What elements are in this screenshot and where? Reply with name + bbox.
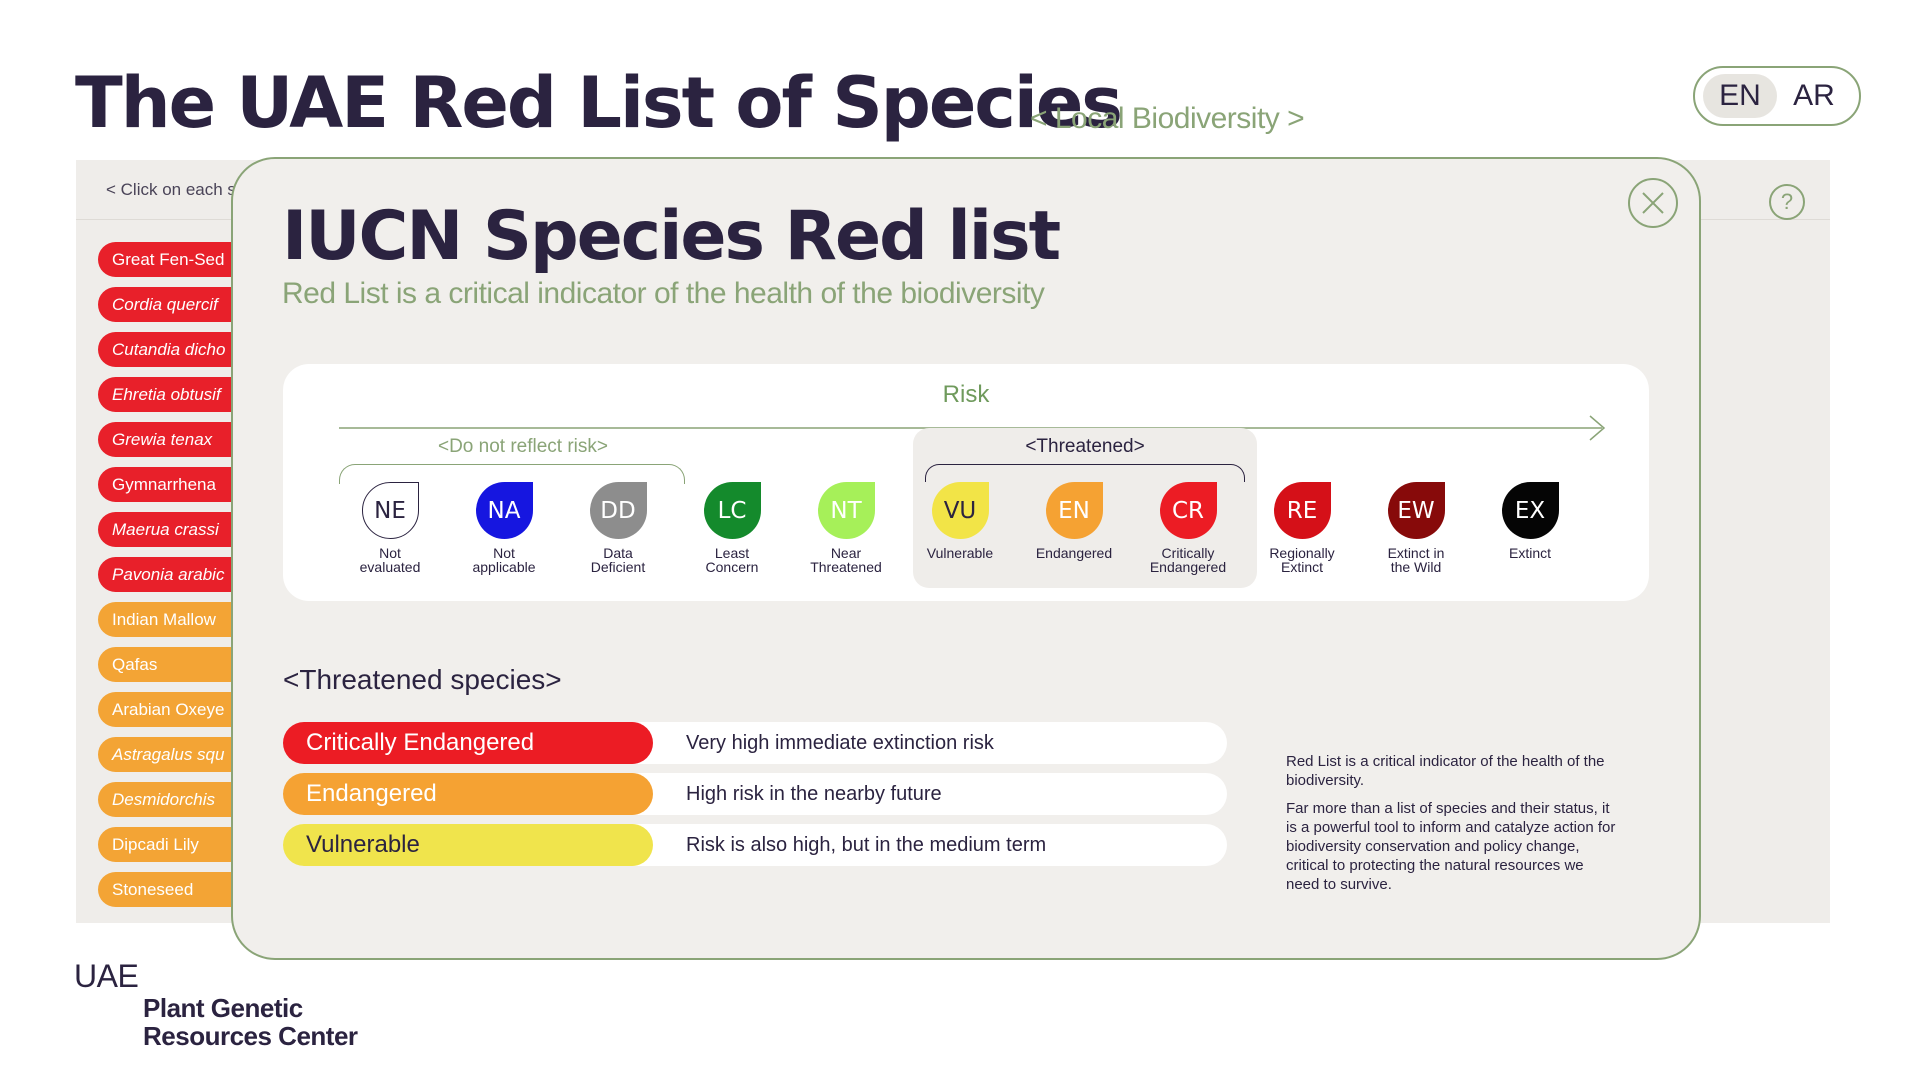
category-name-line-1: Not xyxy=(379,545,401,561)
threatened-species-heading: <Threatened species> xyxy=(283,664,562,695)
info-paragraph-1: Red List is a critical indicator of the … xyxy=(1286,753,1605,789)
category-name-line-1: Near xyxy=(830,545,862,561)
threatened-category-pill: Critically Endangered xyxy=(283,722,653,764)
category-name-line-1: Vulnerable xyxy=(926,545,994,561)
category-name-line-1: Not xyxy=(493,545,515,561)
category-na[interactable]: NA Not applicable xyxy=(454,482,554,574)
do-not-reflect-risk-bracket xyxy=(339,464,685,484)
category-name: Near Threatened xyxy=(796,546,896,574)
category-name: Not evaluated xyxy=(340,546,440,574)
category-name-line-1: Extinct in xyxy=(1387,545,1445,561)
language-ar-button[interactable]: AR xyxy=(1793,79,1835,112)
category-ne[interactable]: NE Not evaluated xyxy=(340,482,440,574)
category-name: Endangered xyxy=(1024,546,1124,560)
threatened-row: Endangered High risk in the nearby future xyxy=(283,773,1227,815)
category-badge: EX xyxy=(1501,482,1559,539)
category-ex[interactable]: EX Extinct xyxy=(1480,482,1580,560)
threatened-row: Critically Endangered Very high immediate… xyxy=(283,722,1227,764)
category-name-line-1: Endangered xyxy=(1035,545,1113,561)
species-panel-hint: < Click on each s xyxy=(106,180,236,199)
threatened-row: Vulnerable Risk is also high, but in the … xyxy=(283,824,1227,866)
language-toggle[interactable]: EN AR xyxy=(1693,66,1861,126)
category-name: Vulnerable xyxy=(910,546,1010,560)
category-badge: RE xyxy=(1273,482,1331,539)
threatened-category-description: Very high immediate extinction risk xyxy=(686,732,994,754)
category-name-line-2: Threatened xyxy=(810,559,882,575)
threatened-category-pill: Vulnerable xyxy=(283,824,653,866)
category-name-line-1: Extinct xyxy=(1508,545,1551,561)
page-subtitle: < Local Biodiversity > xyxy=(1030,102,1305,135)
category-name-line-1: Least xyxy=(714,545,750,561)
category-name-line-2: Deficient xyxy=(590,559,646,575)
info-paragraph-2: Far more than a list of species and thei… xyxy=(1286,800,1616,893)
category-badge: DD xyxy=(589,482,647,539)
category-name: Data Deficient xyxy=(568,546,668,574)
category-name-line-2: the Wild xyxy=(1390,559,1442,575)
category-badge: EN xyxy=(1045,482,1103,539)
help-icon[interactable]: ? xyxy=(1769,184,1805,220)
modal-subtitle: Red List is a critical indicator of the … xyxy=(282,277,1045,310)
threatened-category-pill: Endangered xyxy=(283,773,653,815)
language-en-button[interactable]: EN xyxy=(1703,74,1777,118)
threatened-bracket xyxy=(925,464,1245,482)
category-name-line-2: evaluated xyxy=(359,559,421,575)
org-name-line-2: Resources Center xyxy=(143,1021,358,1051)
category-name: Extinct in the Wild xyxy=(1366,546,1466,574)
category-dd[interactable]: DD Data Deficient xyxy=(568,482,668,574)
threatened-group-label: <Threatened> xyxy=(1025,436,1145,457)
category-name-line-1: Data xyxy=(603,545,633,561)
category-badge: NT xyxy=(817,482,875,539)
iucn-modal: IUCN Species Red list Red List is a crit… xyxy=(231,157,1701,960)
category-name: Regionally Extinct xyxy=(1252,546,1352,574)
category-name: Critically Endangered xyxy=(1138,546,1238,574)
category-lc[interactable]: LC Least Concern xyxy=(682,482,782,574)
org-name-line-1: Plant Genetic xyxy=(143,993,303,1023)
do-not-reflect-risk-label: <Do not reflect risk> xyxy=(437,436,609,457)
category-badge: NE xyxy=(361,482,419,539)
close-icon xyxy=(1642,192,1664,214)
threatened-category-description: Risk is also high, but in the medium ter… xyxy=(686,834,1047,856)
risk-label: Risk xyxy=(942,381,990,408)
category-name-line-1: Critically xyxy=(1161,545,1215,561)
category-name: Not applicable xyxy=(454,546,554,574)
org-name: Plant Genetic Resources Center xyxy=(143,994,358,1050)
category-en[interactable]: EN Endangered xyxy=(1024,482,1124,560)
modal-title: IUCN Species Red list xyxy=(282,197,1061,276)
category-re[interactable]: RE Regionally Extinct xyxy=(1252,482,1352,574)
threatened-category-description: High risk in the nearby future xyxy=(686,783,942,805)
category-nt[interactable]: NT Near Threatened xyxy=(796,482,896,574)
category-badge: CR xyxy=(1159,482,1217,539)
category-name-line-2: Extinct xyxy=(1280,559,1323,575)
category-name-line-2: applicable xyxy=(472,559,536,575)
category-ew[interactable]: EW Extinct in the Wild xyxy=(1366,482,1466,574)
close-button[interactable] xyxy=(1628,178,1678,228)
category-badge: NA xyxy=(475,482,533,539)
category-badge: EW xyxy=(1387,482,1445,539)
category-name-line-2: Concern xyxy=(705,559,759,575)
risk-scale-card: Risk <Do not reflect risk> <Threatened> … xyxy=(283,364,1649,601)
category-cr[interactable]: CR Critically Endangered xyxy=(1138,482,1238,574)
category-badge: VU xyxy=(931,482,989,539)
category-name-line-2: Endangered xyxy=(1149,559,1227,575)
category-name: Extinct xyxy=(1480,546,1580,560)
category-name-line-1: Regionally xyxy=(1269,545,1335,561)
page-title: The UAE Red List of Species xyxy=(75,62,1123,144)
category-vu[interactable]: VU Vulnerable xyxy=(910,482,1010,560)
org-country: UAE xyxy=(74,958,139,994)
category-name: Least Concern xyxy=(682,546,782,574)
category-badge: LC xyxy=(703,482,761,539)
